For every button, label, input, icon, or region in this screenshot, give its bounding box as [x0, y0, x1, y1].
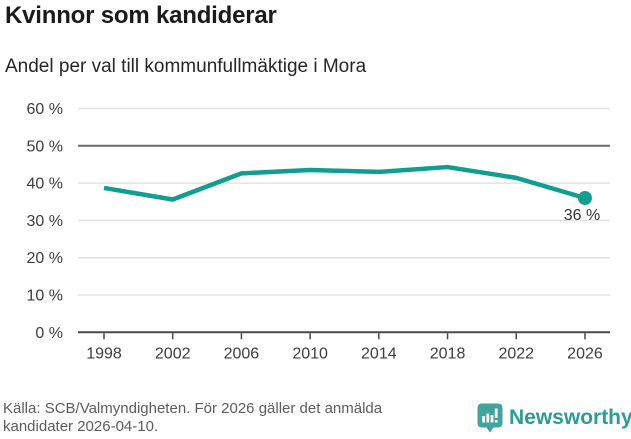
x-tick-label: 2006	[224, 345, 260, 362]
newsworthy-logo: Newsworthy	[477, 403, 631, 433]
y-tick-label: 40 %	[27, 176, 63, 193]
x-tick-label: 2010	[292, 345, 328, 362]
newsworthy-logo-text: Newsworthy	[509, 406, 631, 429]
x-tick-label: 2014	[361, 345, 397, 362]
x-tick-label: 2002	[155, 345, 191, 362]
y-tick-label: 20 %	[27, 250, 63, 267]
y-tick-label: 0 %	[35, 325, 63, 342]
y-tick-label: 50 %	[27, 138, 63, 155]
y-tick-label: 10 %	[27, 288, 63, 305]
chart-subtitle: Andel per val till kommunfullmäktige i M…	[5, 56, 367, 77]
newsworthy-logo-icon	[477, 403, 503, 433]
data-line	[103, 164, 586, 202]
end-value-label: 36 %	[564, 207, 600, 224]
source-note: Källa: SCB/Valmyndigheten. För 2026 gäll…	[3, 400, 473, 436]
source-line: kandidater 2026-04-10.	[3, 418, 159, 435]
x-tick-label: 2026	[567, 345, 603, 362]
chart-area: 0 % 10 % 20 % 30 % 40 % 50 % 60 % 1998 2002 2006 2…	[0, 93, 631, 378]
x-tick-label: 2022	[498, 345, 534, 362]
page-title: Kvinnor som kandiderar	[5, 2, 277, 29]
line-chart: 0 % 10 % 20 % 30 % 40 % 50 % 60 % 1998 2002 2006 2…	[27, 101, 610, 362]
x-tick-label: 1998	[86, 345, 122, 362]
end-point-marker	[577, 191, 592, 206]
source-line: Källa: SCB/Valmyndigheten. För 2026 gäll…	[3, 400, 383, 417]
x-tick-label: 2018	[430, 345, 466, 362]
y-tick-label: 30 %	[27, 213, 63, 230]
y-tick-label: 60 %	[27, 101, 63, 118]
